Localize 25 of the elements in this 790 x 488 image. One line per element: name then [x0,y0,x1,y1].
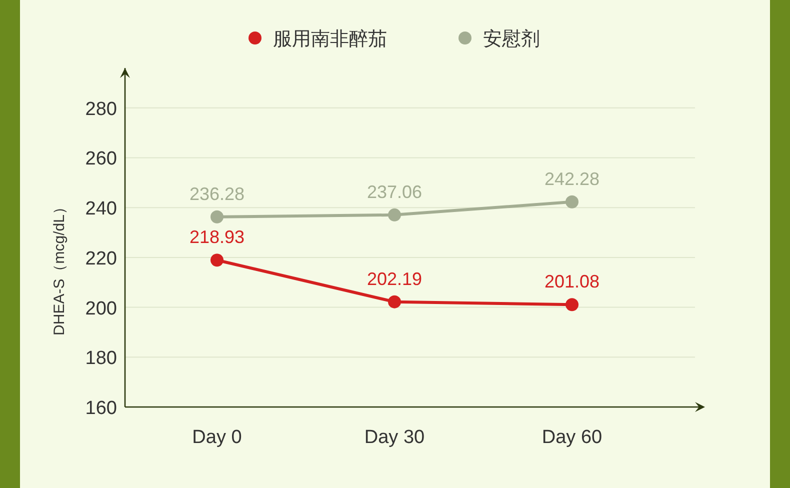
legend-label: 安慰剂 [483,28,540,50]
x-tick-label: Day 60 [542,427,602,448]
y-tick-label: 160 [85,398,117,419]
point [388,295,401,308]
y-tick-label: 240 [85,198,117,220]
data-label: 236.28 [189,184,245,204]
point [566,298,578,312]
data-label: 237.06 [366,182,422,202]
data-label: 242.28 [544,168,600,189]
x-tick-label: Day 30 [364,427,425,448]
y-tick-label: 180 [85,348,117,370]
y-tick-label: 280 [85,98,117,120]
y-tick-label: 200 [85,298,117,320]
y-axis-title: DHEA-S（mcg/dL） [51,200,68,336]
legend-label: 服用南非醉茄 [273,29,387,50]
data-label: 201.08 [544,272,600,292]
point [210,210,224,224]
x-tick-label: Day 0 [192,427,242,448]
data-label: 202.19 [366,268,422,289]
y-tick-label: 260 [85,148,117,170]
point [210,254,224,267]
data-label: 218.93 [189,227,245,248]
point [566,195,578,208]
point [388,208,401,222]
y-tick-label: 220 [85,248,117,270]
